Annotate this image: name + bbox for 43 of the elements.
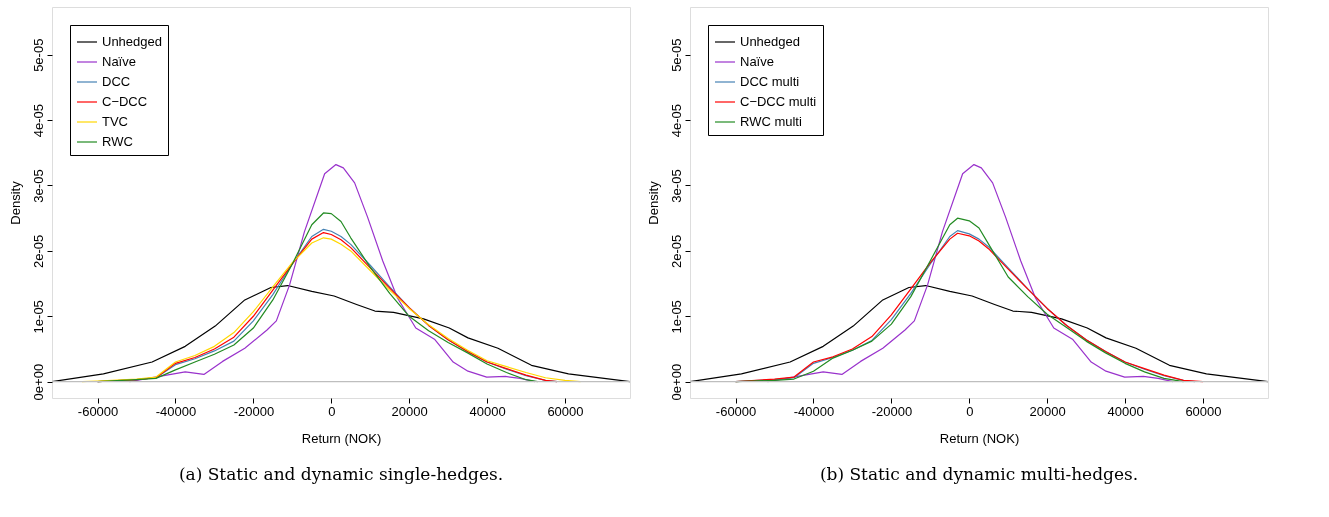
y-tick-label: 0e+00 <box>30 363 46 401</box>
x-tick-label: -40000 <box>793 403 835 419</box>
text: (a) Static and dynamic single-hedges. <box>178 464 504 484</box>
y-axis-title: Density <box>645 180 661 225</box>
x-tick-label: 60000 <box>1185 403 1222 419</box>
y-tick-label: 5e-05 <box>668 38 684 72</box>
x-tick-label: -60000 <box>715 403 757 419</box>
x-tick-label: -60000 <box>77 403 119 419</box>
x-tick-label: -20000 <box>871 403 913 419</box>
y-tick-label: 4e-05 <box>668 103 684 138</box>
text: (b) Static and dynamic multi-hedges. <box>819 464 1139 484</box>
legend-label: RWC <box>102 134 133 149</box>
legend-label: C−DCC multi <box>740 94 817 109</box>
x-tick-label: -20000 <box>233 403 275 419</box>
y-axis-title: Density <box>7 180 23 225</box>
legend-label: C−DCC <box>102 94 148 109</box>
y-tick-label: 5e-05 <box>30 38 46 72</box>
y-tick-label: 3e-05 <box>668 169 684 203</box>
legend-label: DCC <box>102 74 131 89</box>
x-tick-label: 0 <box>966 403 974 419</box>
legend-label: Unhedged <box>102 34 162 49</box>
y-tick-label: 2e-05 <box>30 234 46 269</box>
legend-label: RWC multi <box>740 114 802 129</box>
x-tick-label: 0 <box>328 403 336 419</box>
x-tick-label: 60000 <box>547 403 584 419</box>
x-axis-title: Return (NOK) <box>939 430 1020 446</box>
legend-label: TVC <box>102 114 128 129</box>
y-tick-label: 3e-05 <box>30 169 46 203</box>
x-tick-label: 40000 <box>469 403 506 419</box>
x-tick-label: -40000 <box>155 403 197 419</box>
legend-label: DCC multi <box>740 74 800 89</box>
x-tick-label: 40000 <box>1107 403 1144 419</box>
y-tick-label: 1e-05 <box>30 300 46 334</box>
x-tick-label: 20000 <box>391 403 428 419</box>
x-axis-title: Return (NOK) <box>301 430 382 446</box>
y-tick-label: 0e+00 <box>668 363 684 401</box>
y-tick-label: 2e-05 <box>668 234 684 269</box>
x-tick-label: 20000 <box>1029 403 1066 419</box>
legend-label: Naïve <box>102 54 136 69</box>
legend-label: Naïve <box>740 54 774 69</box>
legend-label: Unhedged <box>740 34 800 49</box>
y-tick-label: 4e-05 <box>30 103 46 138</box>
y-tick-label: 1e-05 <box>668 300 684 334</box>
